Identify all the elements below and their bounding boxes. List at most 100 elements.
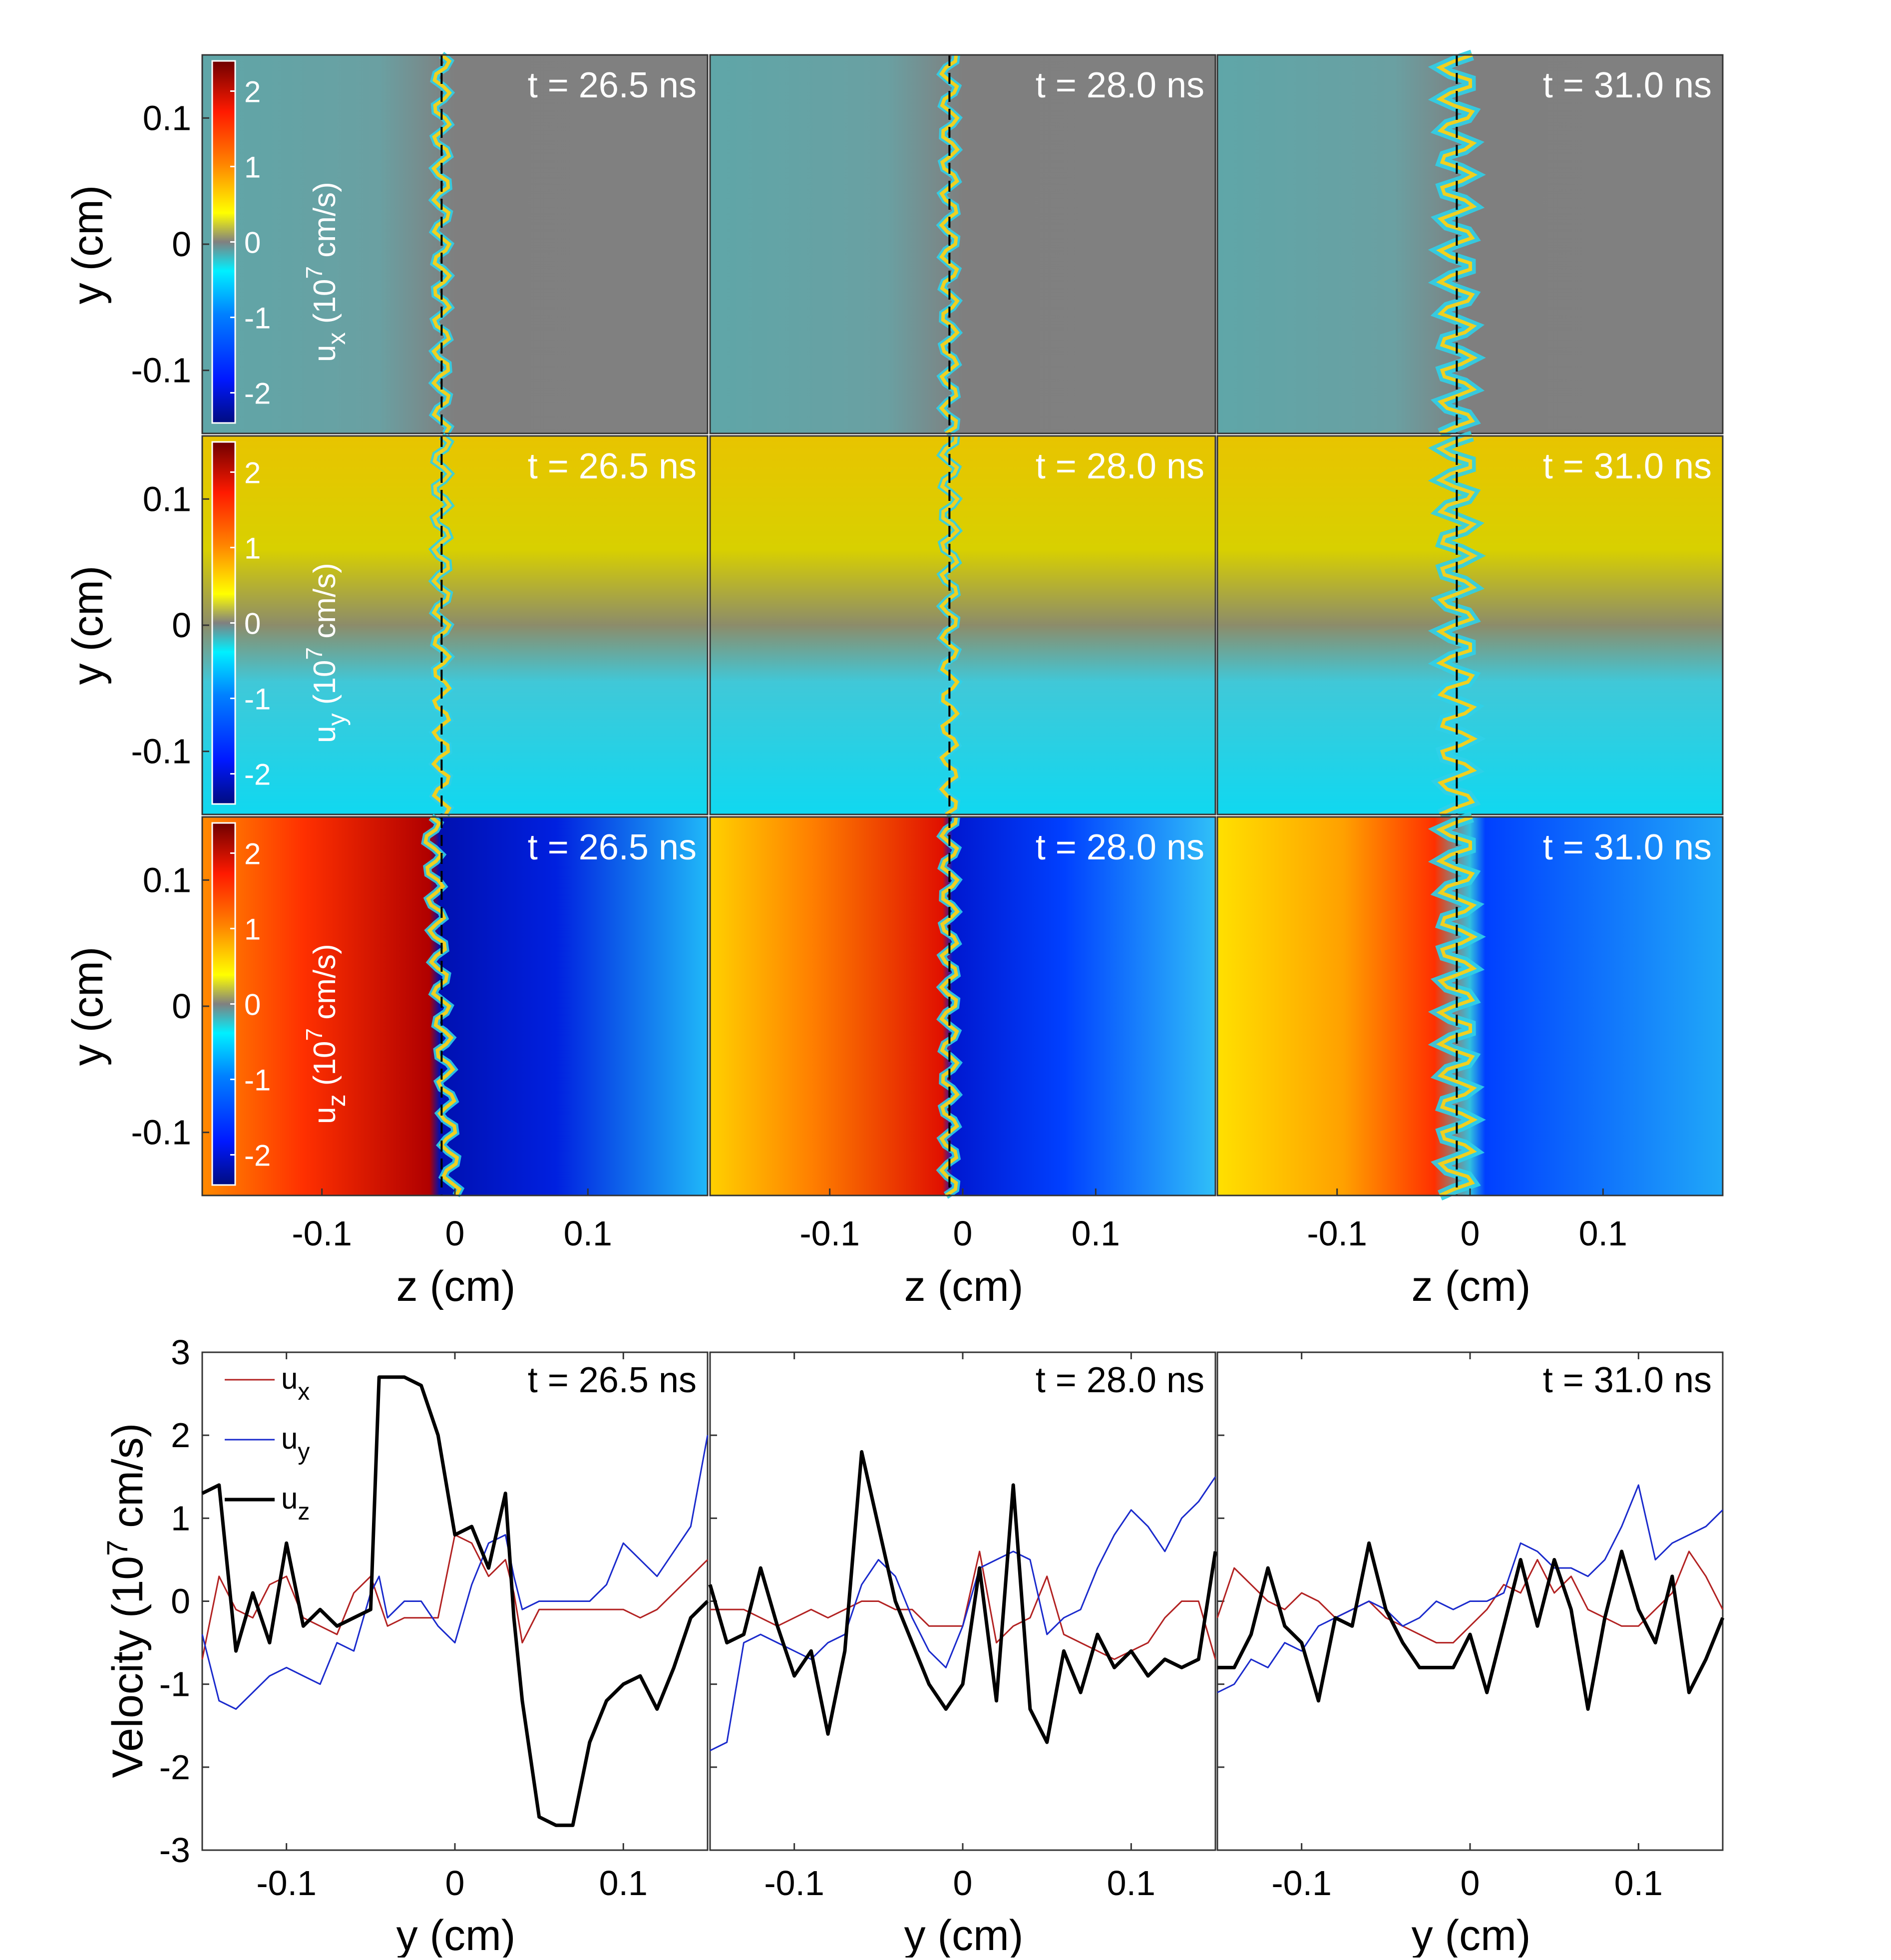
field-map-panel: t = 26.5 ns 0.1 0 -0.1 [131, 51, 709, 435]
colorbar-tick-label: 2 [244, 75, 261, 108]
series-line-uy [710, 1476, 1216, 1751]
field-map-time-label: t = 31.0 ns [1543, 827, 1712, 867]
field-map-image [710, 817, 1215, 1195]
legend-entry: uy [281, 1422, 310, 1465]
colorbar-tick-label: 0 [244, 226, 261, 260]
colorbar: 2 1 0 -1 -2 uy (107 cm/s) [211, 441, 351, 805]
map-ylabel-row2: y (cm) [64, 566, 112, 685]
y-tick-label: 3 [171, 1333, 190, 1372]
legend-entry: ux [281, 1362, 310, 1405]
colorbar-tick-label: 0 [244, 607, 261, 641]
profile-time-label: t = 28.0 ns [1036, 1360, 1204, 1400]
field-map-panel: t = 31.0 ns [1216, 430, 1724, 820]
field-map-panel: t = 31.0 ns -0.1 0 0.1 [1216, 811, 1724, 1253]
field-map-time-label: t = 28.0 ns [1036, 65, 1204, 105]
y-tick-label: -0.1 [131, 732, 191, 771]
colorbar-tick-label: 2 [244, 456, 261, 489]
field-map-image [202, 55, 708, 433]
x-tick-label: 0 [953, 1864, 973, 1903]
y-tick-label: -2 [159, 1748, 190, 1787]
series-line-uy [201, 1435, 709, 1710]
y-tick-label: 0 [172, 225, 191, 264]
series-line-uz [1217, 1541, 1725, 1711]
field-map-image [710, 55, 1215, 433]
y-tick-label: 0 [172, 606, 191, 645]
colorbar: 2 1 0 -1 -2 uz (107 cm/s) [211, 822, 351, 1186]
y-tick-label: 0 [172, 987, 191, 1026]
field-map-time-label: t = 26.5 ns [528, 446, 697, 486]
field-map-time-label: t = 26.5 ns [528, 827, 697, 867]
y-tick-label: -3 [159, 1831, 190, 1870]
profile-panel: -0.1 0 0.1 t = 31.0 ns [1216, 1351, 1725, 1903]
interface-band-core [1436, 53, 1478, 435]
z-tick-label: -0.1 [799, 1214, 860, 1253]
z-tick-label: -0.1 [1307, 1214, 1367, 1253]
legend-entry: uz [281, 1482, 310, 1525]
x-tick-label: -0.1 [1271, 1864, 1332, 1903]
colorbar-tick-label: 1 [244, 531, 261, 565]
field-map-time-label: t = 31.0 ns [1543, 446, 1712, 486]
colorbar: 2 1 0 -1 -2 ux (107 cm/s) [211, 60, 351, 424]
series-line-uz [708, 1450, 1217, 1744]
colorbar-tick-label: 2 [244, 837, 261, 870]
x-tick-label: -0.1 [256, 1864, 317, 1903]
profile-panel: -0.1 0 0.1 3 2 1 0 -1 -2 -3 t = 26.5 ns [159, 1333, 709, 1903]
map-ylabel-row1: y (cm) [64, 185, 112, 305]
x-tick-label: 0 [445, 1864, 465, 1903]
field-map-panel: t = 28.0 ns -0.1 0 0.1 [709, 816, 1216, 1253]
field-map-panel: t = 28.0 ns [709, 435, 1216, 818]
profile-frame [709, 1351, 1216, 1851]
y-tick-label: 0 [171, 1582, 190, 1621]
field-map-image [202, 817, 708, 1195]
axis-labels: y (cm) y (cm) y (cm) z (cm) z (cm) z (cm… [64, 185, 1531, 1960]
field-map-panel: t = 31.0 ns [1216, 49, 1724, 439]
profile-frame [201, 1351, 709, 1851]
colorbar-tick-label: -2 [244, 1139, 271, 1173]
x-tick-label: 0.1 [1614, 1864, 1663, 1903]
x-tick-label: 0.1 [1107, 1864, 1155, 1903]
z-tick-label: 0.1 [1072, 1214, 1120, 1253]
field-map-panel: t = 28.0 ns [709, 54, 1216, 437]
map-xlabel-col3: z (cm) [1412, 1262, 1531, 1310]
z-tick-label: 0 [445, 1214, 465, 1253]
x-tick-label: 0 [1461, 1864, 1480, 1903]
colorbar-tick-label: -1 [244, 683, 271, 716]
series-line-uz [201, 1375, 709, 1827]
field-map-panel: t = 26.5 ns 0.1 0 -0.1 [131, 432, 709, 816]
colorbar-tick-label: -1 [244, 302, 271, 335]
profile-panel: -0.1 0 0.1 t = 28.0 ns [708, 1351, 1217, 1903]
field-map-frame [709, 54, 1216, 434]
profile-xlabel-col3: y (cm) [1412, 1912, 1531, 1958]
interface-band-core [1436, 815, 1478, 1197]
y-tick-label: -0.1 [131, 1113, 191, 1152]
z-tick-label: 0.1 [1579, 1214, 1627, 1253]
field-map-frame [709, 435, 1216, 815]
map-xlabel-col2: z (cm) [904, 1262, 1024, 1310]
profile-time-label: t = 31.0 ns [1543, 1360, 1712, 1400]
series-line-ux [1216, 1551, 1724, 1644]
colorbar-tick-label: -2 [244, 377, 271, 410]
y-tick-label: -1 [159, 1665, 190, 1704]
y-tick-label: 1 [171, 1499, 190, 1538]
profile-ylabel: Velocity (107 cm/s) [101, 1423, 152, 1778]
legend: ux uy uz [225, 1362, 310, 1525]
interface-band-core [431, 434, 452, 815]
colorbar-tick-label: 1 [244, 912, 261, 946]
y-tick-label: 0.1 [143, 479, 191, 518]
y-tick-label: -0.1 [131, 351, 191, 390]
z-tick-label: 0 [953, 1214, 973, 1253]
field-map-image [710, 436, 1215, 814]
series-line-uy [1217, 1484, 1724, 1693]
map-xlabel-col1: z (cm) [396, 1262, 516, 1310]
x-tick-label: 0.1 [599, 1864, 648, 1903]
y-tick-label: 0.1 [143, 860, 191, 899]
y-tick-label: 0.1 [143, 98, 191, 137]
field-map-image [202, 436, 708, 814]
z-tick-label: -0.1 [292, 1214, 352, 1253]
profile-plots: -0.1 0 0.1 3 2 1 0 -1 -2 -3 t = 26.5 ns -0.1 0 0.1 t =… [159, 1333, 1725, 1903]
z-tick-label: 0.1 [564, 1214, 612, 1253]
interface-band-core [431, 53, 452, 434]
colorbar-tick-label: -2 [244, 758, 271, 791]
